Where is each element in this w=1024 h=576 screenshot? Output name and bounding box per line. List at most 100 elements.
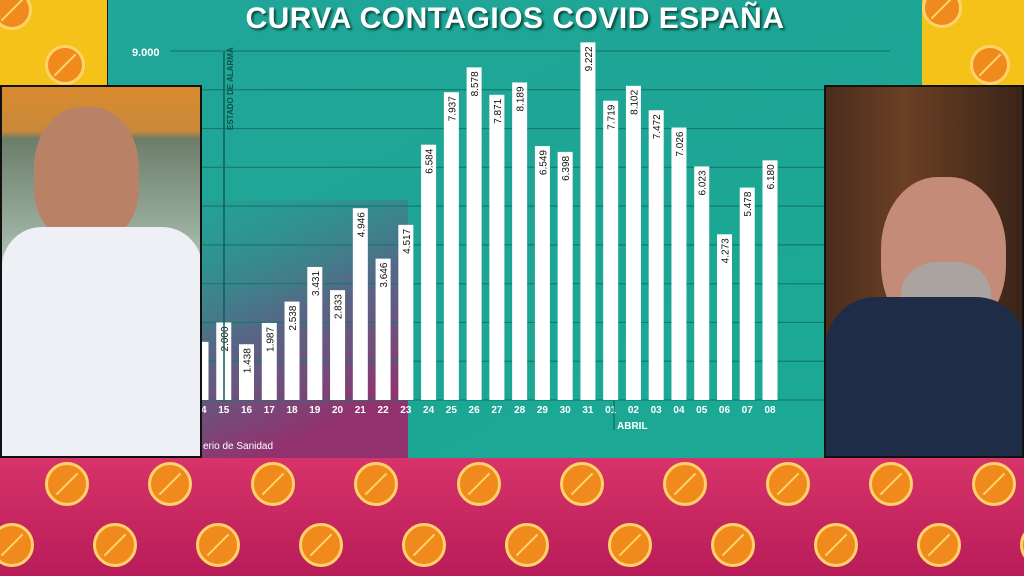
x-tick-label: 15 xyxy=(218,405,230,416)
right-video-feed xyxy=(824,85,1024,458)
month-label: ABRIL xyxy=(617,421,648,432)
bar-value-label: 4.946 xyxy=(356,212,367,237)
bar-28 xyxy=(512,82,528,400)
x-tick-label: 17 xyxy=(264,405,276,416)
orange-slice-icon xyxy=(711,523,755,567)
bar-07 xyxy=(739,187,755,400)
bar-value-label: 4.273 xyxy=(720,238,731,263)
orange-slice-icon xyxy=(766,462,810,506)
bar-value-label: 1.438 xyxy=(243,348,254,373)
x-tick-label: 16 xyxy=(241,405,253,416)
bar-26 xyxy=(466,67,482,400)
orange-slice-icon xyxy=(45,462,89,506)
bar-value-label: 8.578 xyxy=(470,71,481,96)
bar-value-label: 8.189 xyxy=(516,86,527,111)
x-tick-label: 08 xyxy=(764,405,776,416)
x-tick-label: 01 xyxy=(605,405,617,416)
bar-25 xyxy=(443,92,459,401)
x-tick-label: 31 xyxy=(582,405,594,416)
orange-slice-icon xyxy=(196,523,240,567)
y-tick-label: 9.000 xyxy=(132,47,160,59)
x-tick-label: 30 xyxy=(560,405,572,416)
x-tick-label: 27 xyxy=(491,405,503,416)
bar-05 xyxy=(694,166,710,400)
bar-06 xyxy=(716,234,732,400)
x-tick-label: 23 xyxy=(400,405,412,416)
x-tick-label: 21 xyxy=(355,405,367,416)
bar-value-label: 4.517 xyxy=(402,228,413,253)
orange-slice-icon xyxy=(972,462,1016,506)
bar-value-label: 7.719 xyxy=(607,104,618,129)
bar-21 xyxy=(352,208,368,400)
bar-value-label: 9.222 xyxy=(584,46,595,71)
bar-17 xyxy=(261,322,277,400)
orange-slice-icon xyxy=(148,462,192,506)
top-left-decoration xyxy=(0,0,107,85)
bar-value-label: 1.987 xyxy=(265,327,276,352)
x-tick-label: 26 xyxy=(469,405,481,416)
bar-16 xyxy=(239,344,255,400)
bar-value-label: 2.833 xyxy=(334,294,345,319)
bar-value-label: 8.102 xyxy=(629,89,640,114)
bar-value-label: 7.871 xyxy=(493,98,504,123)
orange-slice-icon xyxy=(608,523,652,567)
bar-29 xyxy=(534,146,550,400)
top-right-decoration xyxy=(922,0,1024,85)
alarm-annotation: ESTADO DE ALARMA xyxy=(226,47,235,130)
x-tick-label: 29 xyxy=(537,405,549,416)
x-tick-label: 19 xyxy=(309,405,321,416)
orange-slice-icon xyxy=(917,523,961,567)
bar-value-label: 6.023 xyxy=(698,170,709,195)
bar-value-label: 7.026 xyxy=(675,131,686,156)
orange-slice-icon xyxy=(251,462,295,506)
bar-value-label: 2.000 xyxy=(220,326,231,351)
bar-value-label: 6.180 xyxy=(766,164,777,189)
guest-body xyxy=(826,297,1022,456)
orange-slice-icon xyxy=(354,462,398,506)
x-tick-label: 06 xyxy=(719,405,731,416)
bar-01 xyxy=(603,100,619,401)
bar-24 xyxy=(421,144,437,400)
x-tick-label: 18 xyxy=(286,405,298,416)
bar-04 xyxy=(671,127,687,400)
bar-31 xyxy=(580,42,596,401)
x-tick-label: 05 xyxy=(696,405,708,416)
orange-slice-icon xyxy=(505,523,549,567)
x-tick-label: 02 xyxy=(628,405,640,416)
chart-title: CURVA CONTAGIOS COVID ESPAÑA xyxy=(245,2,785,35)
bar-value-label: 2.538 xyxy=(288,305,299,330)
orange-slice-icon xyxy=(663,462,707,506)
bar-02 xyxy=(625,85,641,400)
orange-slice-icon xyxy=(869,462,913,506)
x-tick-label: 07 xyxy=(742,405,754,416)
bar-18 xyxy=(284,301,300,400)
bar-value-label: 3.431 xyxy=(311,271,322,296)
x-tick-label: 20 xyxy=(332,405,344,416)
bar-03 xyxy=(648,110,664,400)
orange-slice-icon xyxy=(814,523,858,567)
bar-value-label: 3.646 xyxy=(379,262,390,287)
bar-23 xyxy=(398,224,414,400)
bar-20 xyxy=(330,290,346,400)
orange-slice-icon xyxy=(402,523,446,567)
orange-slice-icon xyxy=(1020,523,1024,567)
source-label: erio de Sanidad xyxy=(203,441,273,452)
bar-value-label: 6.549 xyxy=(538,150,549,175)
x-tick-label: 24 xyxy=(423,405,435,416)
bar-value-label: 6.584 xyxy=(425,148,436,173)
orange-slice-icon xyxy=(560,462,604,506)
x-tick-label: 25 xyxy=(446,405,458,416)
bar-27 xyxy=(489,94,505,400)
presenter-body xyxy=(2,227,200,456)
x-tick-label: 28 xyxy=(514,405,526,416)
orange-slice-icon xyxy=(93,523,137,567)
bar-08 xyxy=(762,160,778,400)
bottom-decoration xyxy=(0,458,1024,576)
x-tick-label: 22 xyxy=(378,405,390,416)
bar-19 xyxy=(307,266,323,400)
bar-value-label: 6.398 xyxy=(561,155,572,180)
left-video-feed xyxy=(0,85,202,458)
x-tick-label: 03 xyxy=(651,405,663,416)
x-tick-label: 04 xyxy=(673,405,685,416)
bar-value-label: 7.472 xyxy=(652,114,663,139)
